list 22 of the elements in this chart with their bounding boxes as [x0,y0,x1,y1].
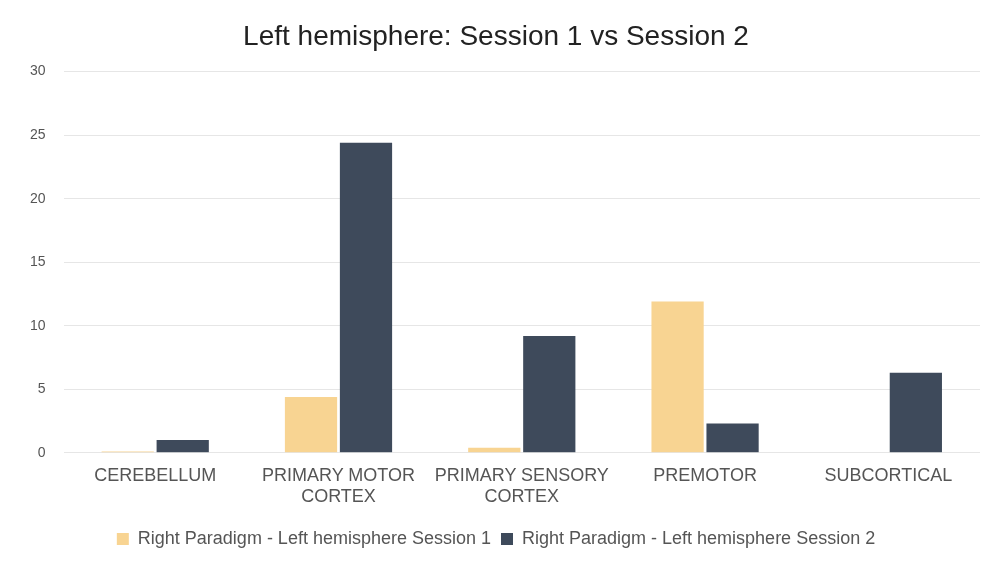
x-tick-label: CEREBELLUM [94,464,217,485]
x-tick-label: SUBCORTICAL [824,464,953,485]
bar [523,335,576,453]
x-tick-label: PREMOTOR [653,464,757,485]
y-tick-label: 10 [29,316,46,333]
bar [339,142,393,453]
bar [284,396,338,453]
bar [156,440,209,453]
legend-label: Right Paradigm - Left hemisphere Session 2 [522,527,876,548]
x-tick-label: PRIMARY SENSORY CORTEX [434,464,609,507]
x-tick-label: PRIMARY MOTOR CORTEX [261,464,416,507]
y-tick-label: 30 [29,62,46,79]
y-tick-label: 0 [37,443,46,460]
y-tick-label: 15 [29,253,46,270]
y-tick-label: 20 [29,189,46,206]
bar [651,301,704,453]
legend-label: Right Paradigm - Left hemisphere Session 1 [137,527,492,548]
bar [706,423,759,453]
bar [889,372,942,453]
y-tick-label: 25 [29,125,46,142]
chart-title: Left hemisphere: Session 1 vs Session 2 [243,19,749,51]
y-tick-label: 5 [37,380,46,397]
